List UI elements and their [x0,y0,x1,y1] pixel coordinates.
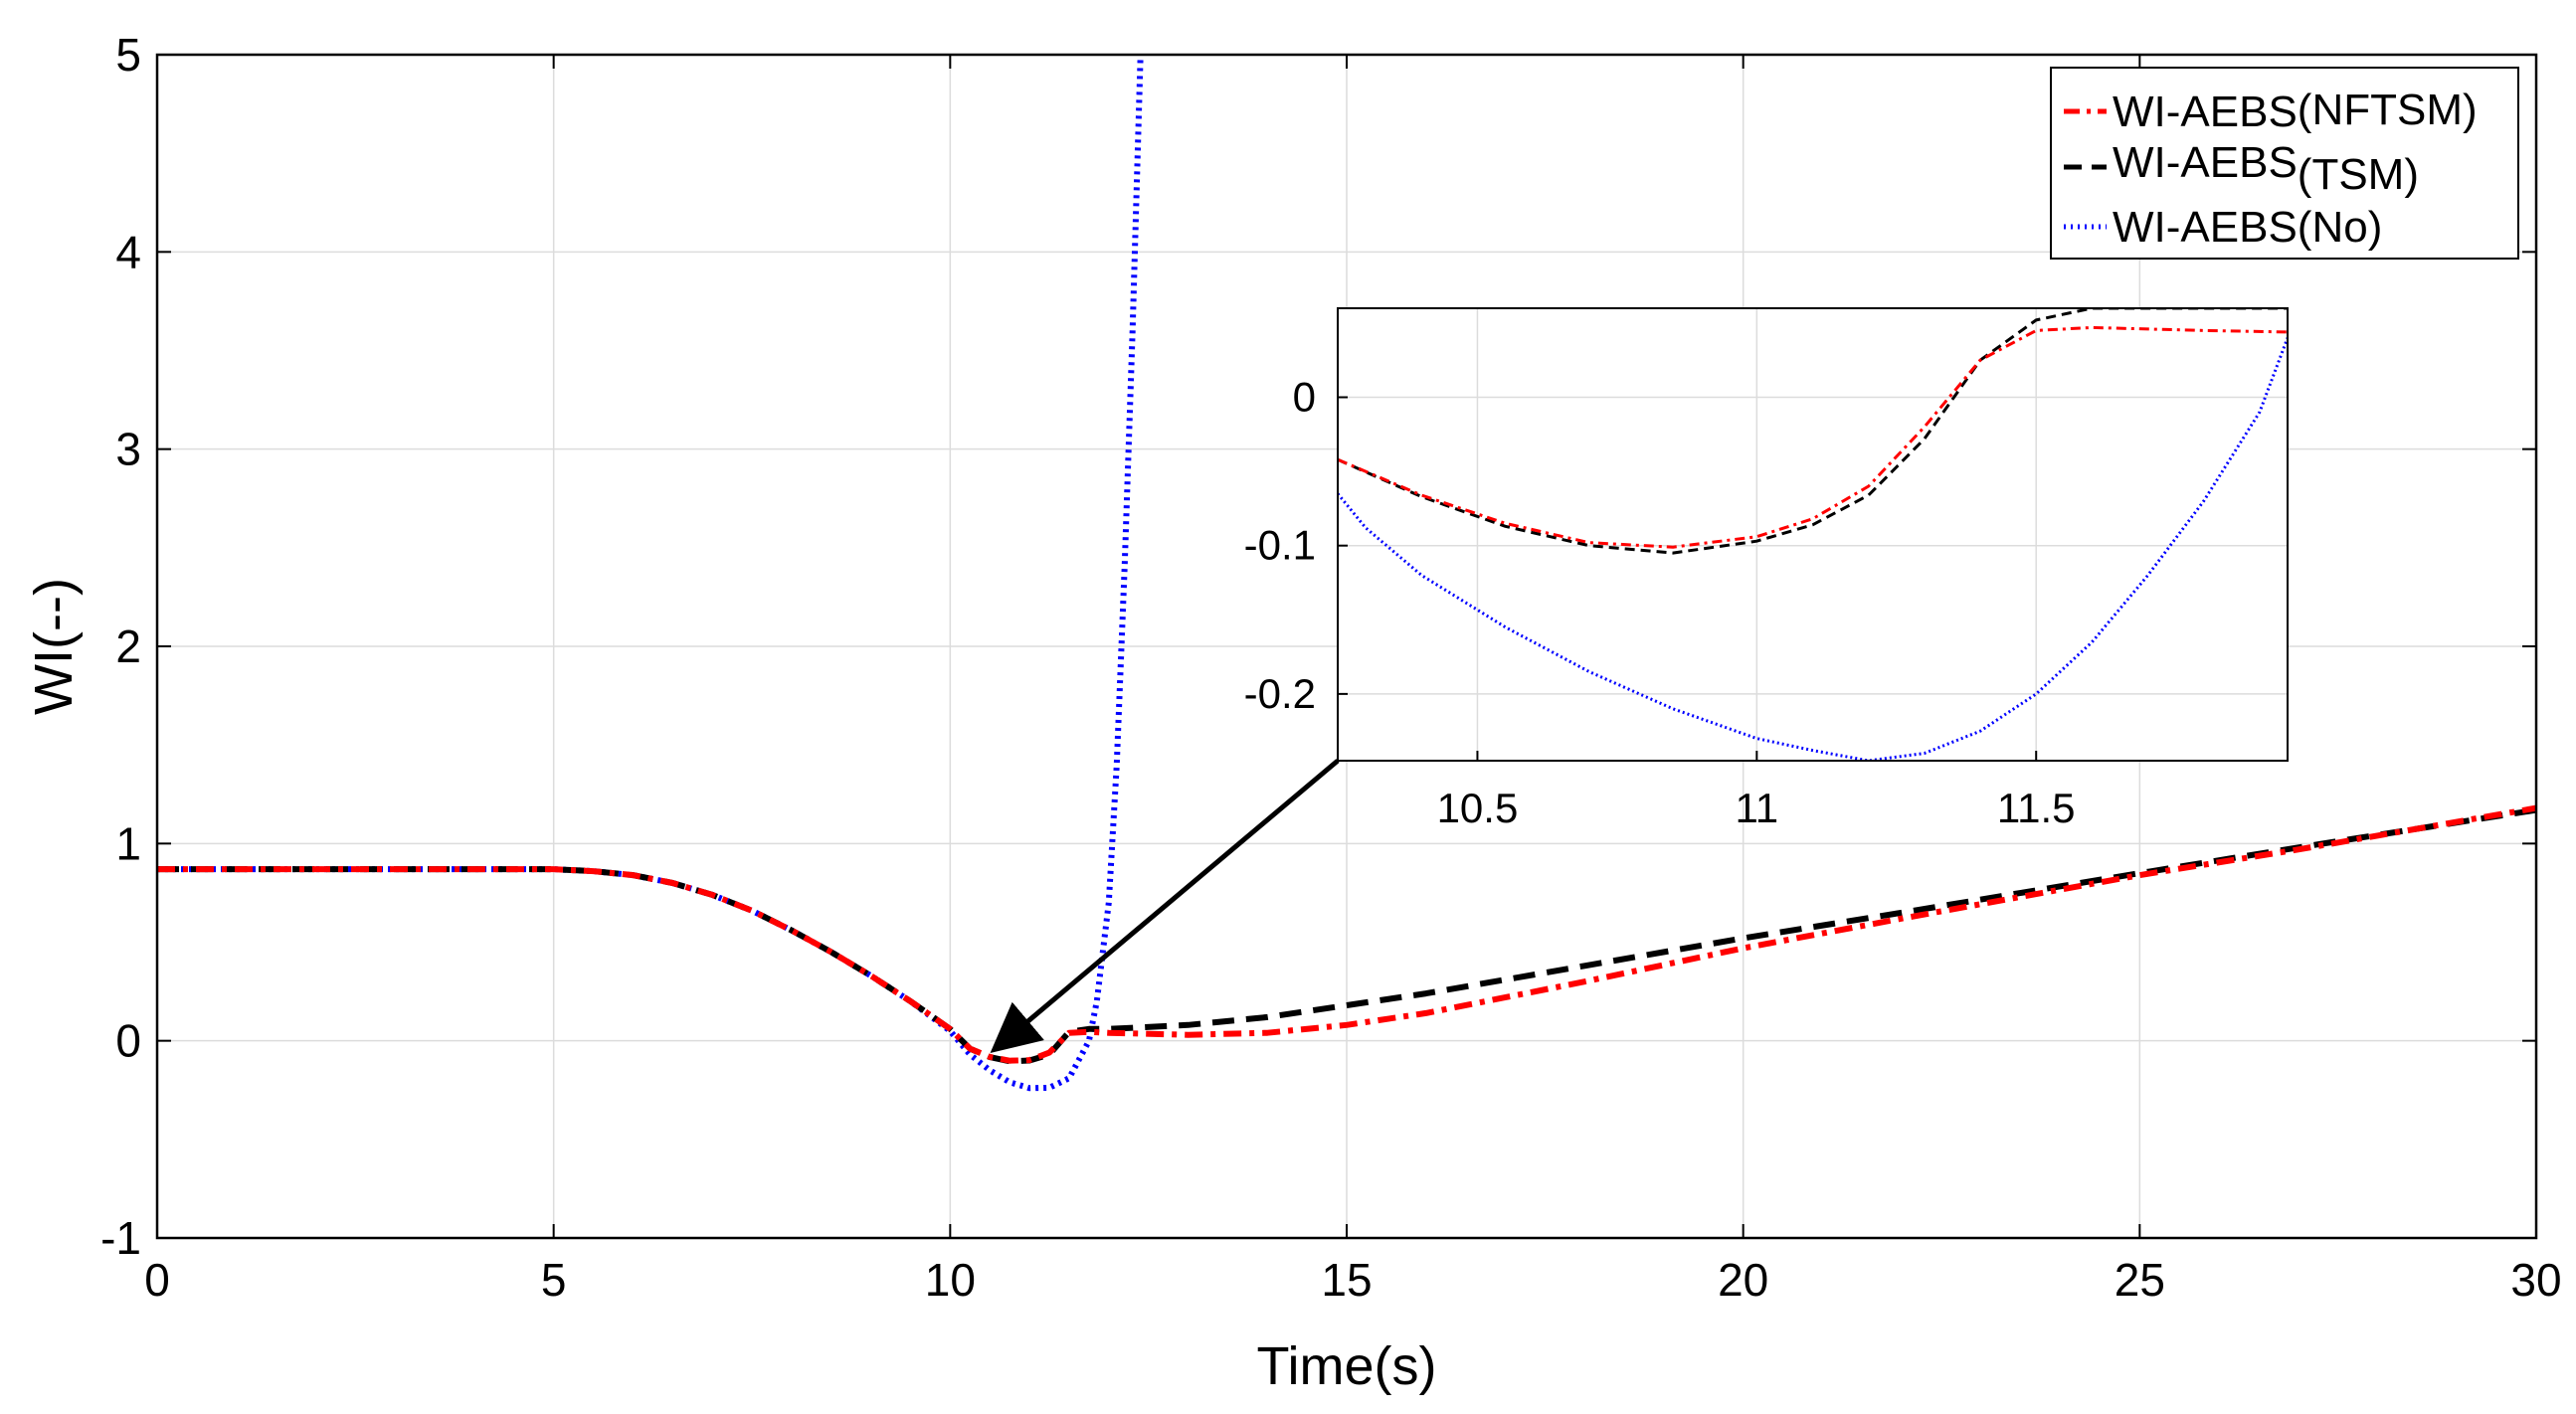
inset-line-tsm [1338,308,2288,555]
y-tick-label: 3 [115,424,141,475]
y-axis-label: WI(--) [24,578,84,715]
y-tick-label: 1 [115,817,141,869]
legend-label-no: WI-AEBS(No) [2113,203,2382,252]
x-tick-label: 0 [144,1254,170,1306]
inset-y-tick-label: 0 [1293,374,1316,421]
inset-series-group [1338,308,2288,761]
inset-grid [1338,308,2288,761]
inset-y-tick-label: -0.1 [1244,522,1316,569]
y-tick-label: 4 [115,226,141,277]
x-tick-label: 30 [2510,1254,2561,1306]
legend: WI-AEBS(NFTSM) WI-AEBS(TSM) WI-AEBS(No) [2050,67,2519,260]
y-tick-label: 2 [115,620,141,672]
inset-background [1338,308,2288,761]
y-tick-label: 5 [115,29,141,81]
x-tick-label: 25 [2115,1254,2165,1306]
main-series-group [157,55,2536,1092]
x-tick-label: 5 [541,1254,567,1306]
x-tick-label: 20 [1718,1254,1768,1306]
inset-ticks: 10.5 11 11.5 0 -0.1 -0.2 [1244,374,2076,831]
y-tick-label: -1 [100,1212,141,1264]
x-axis-label: Time(s) [1257,1336,1437,1396]
series-line-nftsm [157,804,2536,1064]
y-tick-label: 0 [115,1015,141,1067]
zoom-arrow [990,759,1340,1054]
inset-line-nftsm [1338,325,2288,549]
series-line-no [157,55,1144,1092]
inset-y-tick-label: -0.2 [1244,670,1316,717]
inset-x-tick-label: 11.5 [1997,785,2076,831]
inset-x-tick-label: 10.5 [1437,785,1519,831]
inset-x-tick-label: 11 [1736,785,1779,831]
inset-frame [1337,307,2289,762]
x-tick-label: 15 [1321,1254,1372,1306]
legend-label-nftsm: WI-AEBS(NFTSM) [2113,86,2478,136]
x-tick-label: 10 [925,1254,976,1306]
legend-box [2050,67,2519,260]
legend-label-tsm: WI-AEBS(TSM) [2113,138,2419,199]
